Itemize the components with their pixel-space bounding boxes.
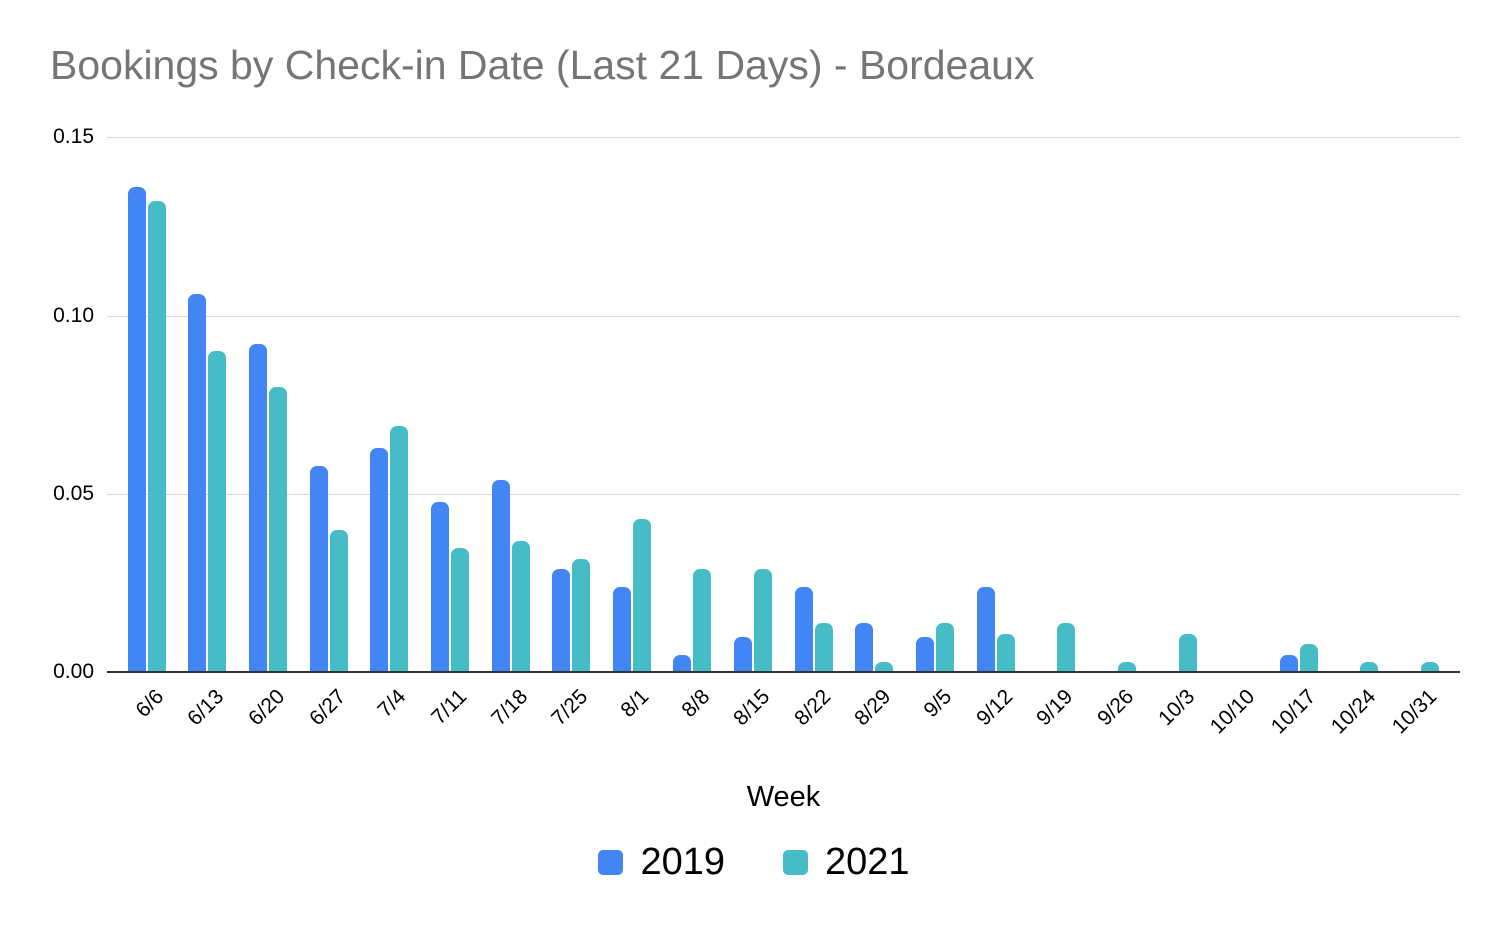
- bar-2021-9/12[interactable]: [996, 633, 1015, 673]
- bar-2019-9/12[interactable]: [976, 587, 995, 673]
- legend-swatch-icon: [598, 850, 624, 875]
- bar-2021-8/15[interactable]: [754, 569, 773, 673]
- x-axis-label: 8/22: [789, 685, 835, 731]
- x-axis-label: 9/5: [919, 685, 957, 722]
- bar-2021-6/27[interactable]: [329, 530, 348, 673]
- bar-2019-8/29[interactable]: [855, 623, 874, 673]
- bar-2021-10/17[interactable]: [1299, 644, 1318, 673]
- x-axis-label: 9/26: [1092, 685, 1139, 731]
- x-axis-label: 8/29: [850, 685, 896, 731]
- x-axis-label: 10/31: [1387, 685, 1442, 739]
- bar-2019-6/27[interactable]: [309, 465, 328, 673]
- bar-2021-10/24[interactable]: [1360, 662, 1379, 673]
- legend-label: 2019: [640, 841, 725, 883]
- x-axis-label: 6/6: [131, 685, 169, 722]
- bar-2019-8/8[interactable]: [673, 655, 692, 673]
- chart-title: Bookings by Check-in Date (Last 21 Days)…: [50, 42, 1035, 88]
- x-axis-label: 10/24: [1327, 685, 1381, 739]
- bar-2021-9/19[interactable]: [1057, 623, 1076, 673]
- y-tick-label: 0.10: [53, 304, 94, 327]
- bar-2019-7/4[interactable]: [370, 447, 389, 673]
- x-axis-label: 6/20: [244, 685, 290, 731]
- y-tick-label: 0.05: [53, 482, 94, 505]
- bar-2021-9/5[interactable]: [935, 623, 954, 673]
- bar-2021-9/26[interactable]: [1117, 662, 1136, 673]
- bar-2021-6/20[interactable]: [269, 387, 288, 673]
- x-axis-label: 7/25: [547, 685, 593, 731]
- x-axis-label: 10/17: [1266, 685, 1321, 739]
- bar-2019-8/1[interactable]: [612, 587, 631, 673]
- x-axis-label: 9/19: [1032, 685, 1078, 731]
- bar-2021-7/25[interactable]: [572, 558, 591, 673]
- bar-2021-6/6[interactable]: [147, 201, 166, 673]
- x-axis-label: 7/11: [427, 685, 472, 730]
- plot-area: 6/6 6/13 6/20 6/27 7/4 7/11 7/18 7/25 8/1 8/8 8/15…: [107, 137, 1460, 738]
- bar-2019-9/5[interactable]: [915, 637, 934, 673]
- bar-2021-8/8[interactable]: [693, 569, 712, 673]
- bar-2019-8/22[interactable]: [794, 587, 813, 673]
- bar-2019-10/17[interactable]: [1279, 655, 1298, 673]
- x-axis-label: 9/12: [971, 685, 1017, 731]
- x-axis-label: 10/3: [1153, 685, 1199, 731]
- bar-2021-8/22[interactable]: [814, 623, 833, 673]
- legend-swatch-icon: [783, 850, 808, 875]
- x-axis-title: Week: [746, 781, 821, 813]
- gridline: [107, 137, 1460, 138]
- x-axis-label: 8/1: [616, 685, 654, 722]
- bar-2021-10/3[interactable]: [1178, 633, 1197, 673]
- y-tick-label: 0.00: [53, 660, 94, 683]
- bar-2019-8/15[interactable]: [734, 637, 753, 673]
- bar-2019-6/13[interactable]: [188, 294, 207, 673]
- bar-2021-7/18[interactable]: [511, 540, 530, 673]
- gridline: [107, 315, 1460, 317]
- x-axis-label: 8/8: [676, 685, 714, 722]
- bar-2021-10/31[interactable]: [1421, 662, 1440, 673]
- bar-2021-6/13[interactable]: [208, 351, 227, 673]
- x-axis-label: 7/4: [373, 685, 411, 722]
- legend-label: 2021: [825, 841, 910, 883]
- x-axis-label: 6/27: [304, 685, 350, 731]
- legend: 2019 2021: [0, 841, 1508, 884]
- bar-2019-6/20[interactable]: [249, 344, 268, 673]
- x-axis-line: [107, 671, 1460, 673]
- legend-item-2019[interactable]: 2019: [598, 841, 725, 884]
- bar-2019-7/25[interactable]: [552, 569, 571, 673]
- bar-2019-6/6[interactable]: [127, 187, 146, 673]
- bar-2019-7/11[interactable]: [430, 501, 449, 673]
- x-axis-label: 10/10: [1205, 685, 1260, 739]
- x-axis-label: 7/18: [486, 685, 532, 731]
- bar-2021-7/4[interactable]: [390, 426, 409, 673]
- bar-2021-8/29[interactable]: [875, 662, 894, 673]
- bar-2021-7/11[interactable]: [450, 547, 469, 673]
- bar-2019-7/18[interactable]: [491, 480, 510, 673]
- x-axis-label: 8/15: [729, 685, 775, 731]
- y-tick-label: 0.15: [53, 125, 94, 148]
- x-axis-label: 6/13: [183, 685, 229, 731]
- gridline: [107, 494, 1460, 496]
- bar-2021-8/1[interactable]: [632, 519, 651, 673]
- legend-item-2021[interactable]: 2021: [783, 841, 910, 884]
